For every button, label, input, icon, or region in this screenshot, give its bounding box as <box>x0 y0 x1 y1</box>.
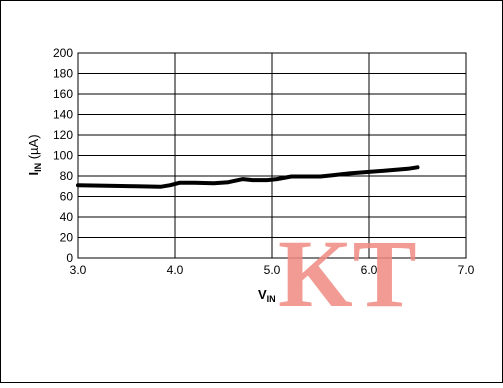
watermark-text: KT <box>278 220 417 327</box>
y-axis-title-sub: IN <box>33 163 43 172</box>
y-tick-label: 140 <box>53 108 73 122</box>
x-tick-label: 5.0 <box>264 263 281 277</box>
y-tick-label: 180 <box>53 67 73 81</box>
y-axis-title-unit: (µA) <box>26 134 41 162</box>
x-axis-title: VIN <box>258 287 276 304</box>
x-tick-label: 3.0 <box>70 263 87 277</box>
y-tick-label: 100 <box>53 149 73 163</box>
y-tick-labels: 0 20 40 60 80 100 120 140 160 180 200 <box>53 46 73 265</box>
series-layer <box>76 165 420 189</box>
y-tick-label: 160 <box>53 87 73 101</box>
y-tick-label: 40 <box>60 210 74 224</box>
y-tick-label: 0 <box>66 251 73 265</box>
y-axis-title-main: I <box>26 172 41 176</box>
x-tick-label: 7.0 <box>458 263 475 277</box>
x-axis-title-sub: IN <box>267 294 276 304</box>
y-tick-label: 120 <box>53 128 73 142</box>
y-tick-label: 80 <box>60 169 74 183</box>
y-tick-label: 200 <box>53 46 73 60</box>
plot-area <box>77 52 467 259</box>
y-tick-label: 60 <box>60 190 74 204</box>
x-tick-labels: 3.0 4.0 5.0 6.0 7.0 <box>70 263 475 277</box>
y-tick-label: 20 <box>60 231 74 245</box>
series-line <box>76 165 420 189</box>
y-axis-title: IIN (µA) <box>26 134 43 175</box>
x-axis-title-main: V <box>258 287 267 302</box>
x-tick-label: 6.0 <box>361 263 378 277</box>
x-tick-label: 4.0 <box>167 263 184 277</box>
